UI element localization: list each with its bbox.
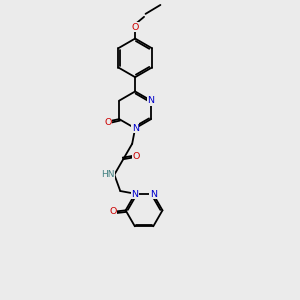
- Text: O: O: [110, 207, 117, 216]
- Text: N: N: [150, 190, 157, 199]
- Text: N: N: [132, 124, 139, 133]
- Text: O: O: [133, 152, 140, 161]
- Text: N: N: [148, 96, 154, 105]
- Text: O: O: [104, 118, 112, 127]
- Text: N: N: [131, 190, 138, 199]
- Text: HN: HN: [101, 170, 114, 179]
- Text: O: O: [131, 23, 139, 32]
